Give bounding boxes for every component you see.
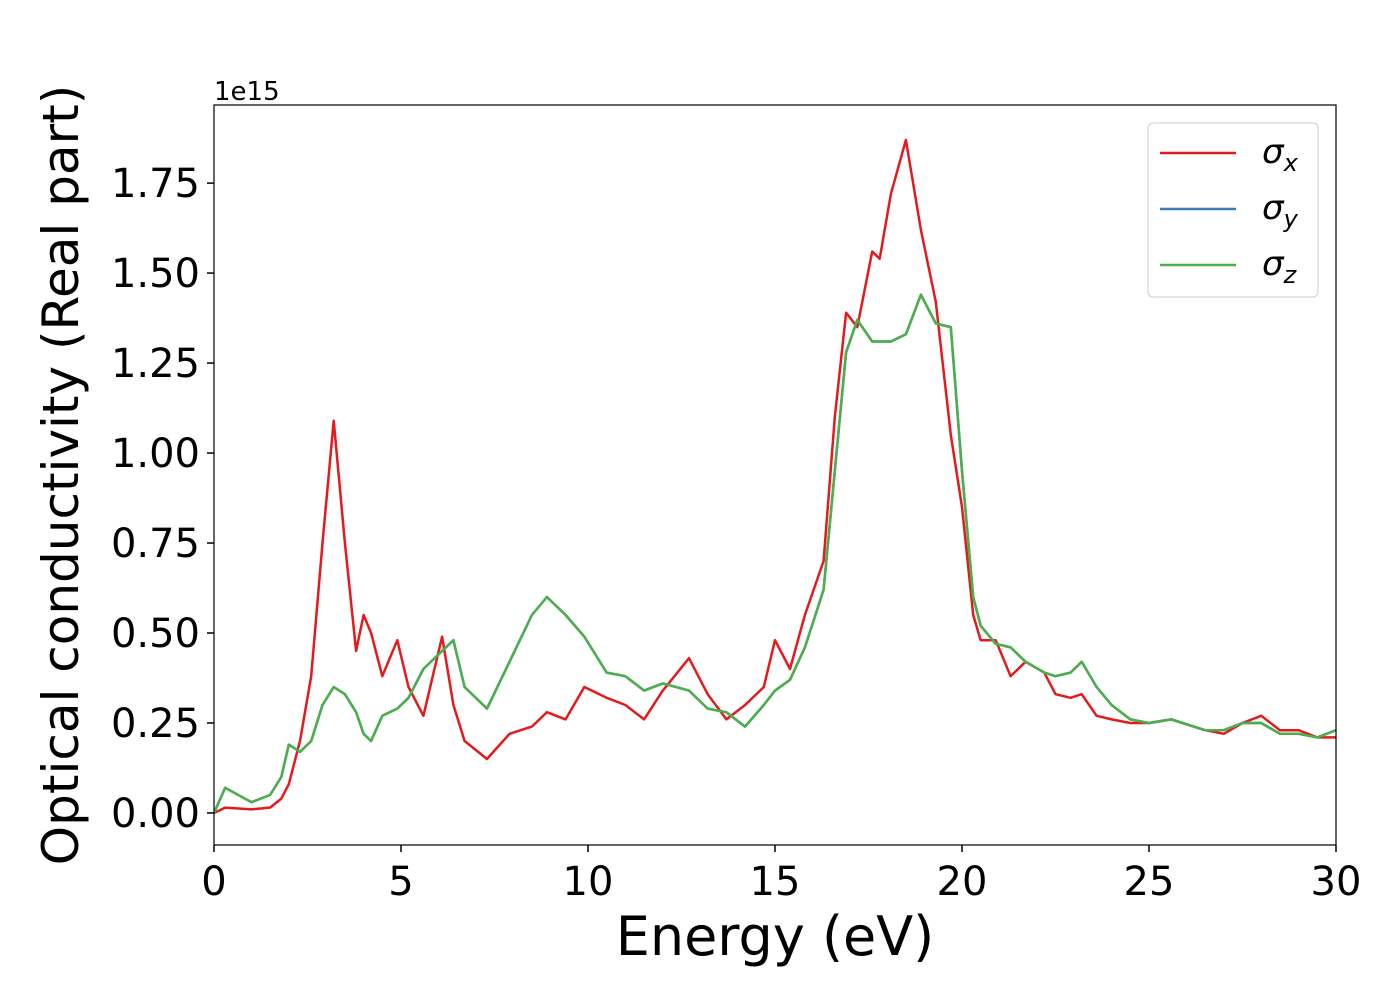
x-tick-label: 0 <box>201 859 226 905</box>
series-line <box>214 138 1336 815</box>
y-tick-label: 0.25 <box>111 701 200 747</box>
x-tick-label: 30 <box>1311 859 1362 905</box>
x-axis-label: Energy (eV) <box>616 905 935 968</box>
y-tick-label: 1.75 <box>111 161 200 207</box>
axis-offset-label: 1e15 <box>214 77 280 107</box>
series-line <box>214 293 1336 814</box>
y-tick-label: 0.00 <box>111 791 200 837</box>
x-tick-label: 5 <box>388 859 413 905</box>
y-tick-label: 0.75 <box>111 521 200 567</box>
y-axis-label: Optical conductivity (Real part) <box>32 85 90 866</box>
y-tick-label: 0.50 <box>111 611 200 657</box>
x-tick-label: 25 <box>1124 859 1175 905</box>
y-tick-label: 1.00 <box>111 431 200 477</box>
x-tick-label: 10 <box>563 859 614 905</box>
y-tick-label: 1.50 <box>111 251 200 297</box>
plot-frame <box>213 104 1337 846</box>
x-tick-label: 15 <box>750 859 801 905</box>
x-tick-label: 20 <box>937 859 988 905</box>
y-tick-label: 1.25 <box>111 341 200 387</box>
series-line <box>214 293 1336 814</box>
